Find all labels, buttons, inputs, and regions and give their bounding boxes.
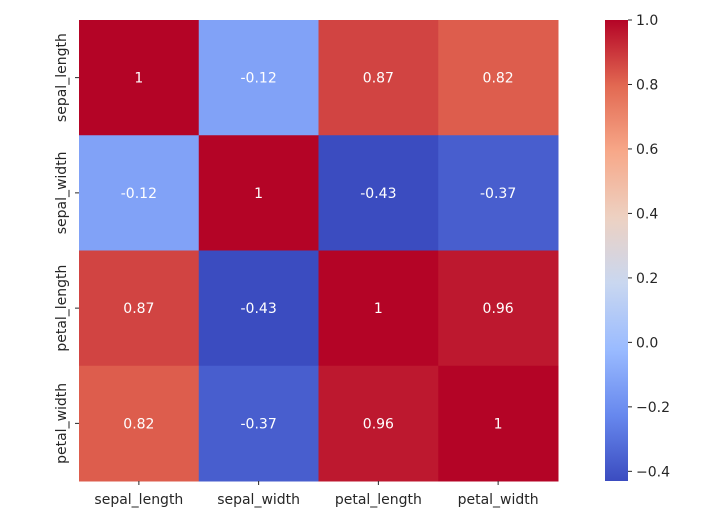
colorbar-ticks: 1.0 0.8 0.6 0.4 0.2 0.0 −0.2 −0.4 xyxy=(628,13,670,480)
cell-annotation: -0.12 xyxy=(241,71,277,87)
cell-annotation: 0.96 xyxy=(363,416,394,432)
cell-annotation: -0.43 xyxy=(241,301,277,317)
cell-annotation: 0.82 xyxy=(483,71,514,87)
heatmap-cell xyxy=(79,20,200,136)
heatmap-cell xyxy=(79,135,200,251)
colorbar-tick-label: 1.0 xyxy=(636,13,658,29)
x-axis: sepal_length sepal_width petal_length petal… xyxy=(94,481,539,508)
heatmap-cell xyxy=(438,250,559,367)
cell-annotation: 1 xyxy=(374,301,383,317)
heatmap-cell xyxy=(318,135,439,251)
heatmap-cell xyxy=(318,365,439,482)
heatmap-cell xyxy=(438,135,559,251)
heatmap-cell xyxy=(438,20,559,136)
colorbar-tick-label: 0.4 xyxy=(636,206,658,222)
heatmap-cell xyxy=(198,20,319,136)
colorbar-tick-label: −0.2 xyxy=(636,400,670,416)
cell-annotation: 0.96 xyxy=(483,301,514,317)
heatmap-cell xyxy=(318,20,439,136)
x-tick-label: sepal_length xyxy=(94,492,183,508)
colorbar-tick-label: 0.0 xyxy=(636,335,658,351)
colorbar-tick-label: 0.6 xyxy=(636,142,658,158)
y-tick-label: sepal_width xyxy=(54,151,70,234)
cell-annotation: -0.37 xyxy=(480,186,516,202)
x-tick-label: sepal_width xyxy=(217,492,300,508)
heatmap-cell xyxy=(198,135,319,251)
heatmap-cell xyxy=(438,365,559,482)
cell-annotation: 0.87 xyxy=(363,71,394,87)
cell-annotation: 0.87 xyxy=(123,301,154,317)
heatmap-cells xyxy=(79,20,559,482)
cell-annotation: -0.12 xyxy=(121,186,157,202)
heatmap-cell xyxy=(79,250,200,367)
heatmap-cell xyxy=(198,365,319,482)
heatmap-cell xyxy=(198,250,319,367)
y-tick-label: sepal_length xyxy=(54,33,70,122)
y-axis: sepal_length sepal_width petal_lengthpetal… xyxy=(54,33,79,464)
x-tick-label: petal_length xyxy=(335,492,422,508)
cell-annotation: 1 xyxy=(494,416,503,432)
cell-annotation: 1 xyxy=(134,71,143,87)
cell-annotation: 1 xyxy=(254,186,263,202)
colorbar-gradient xyxy=(605,20,628,481)
colorbar-tick-label: −0.4 xyxy=(636,464,670,480)
x-tick-label: petal_width xyxy=(458,492,539,508)
colorbar-tick-label: 0.2 xyxy=(636,271,658,287)
colorbar-tick-label: 0.8 xyxy=(636,77,658,93)
cell-annotation: -0.37 xyxy=(241,416,277,432)
heatmap-cell xyxy=(79,365,200,482)
cell-annotation: 0.82 xyxy=(123,416,154,432)
cell-annotation: -0.43 xyxy=(360,186,396,202)
heatmap-cell xyxy=(318,250,439,367)
heatmap-annotations: 1 -0.12 0.87 0.82 -0.12 1 -0.43 -0.37 0.87 -0.43 1… xyxy=(121,71,516,433)
y-tick-label: petal_width xyxy=(54,383,70,464)
y-tick-label: petal_length xyxy=(54,265,70,352)
colorbar: 1.0 0.8 0.6 0.4 0.2 0.0 −0.2 −0.4 xyxy=(605,13,670,481)
